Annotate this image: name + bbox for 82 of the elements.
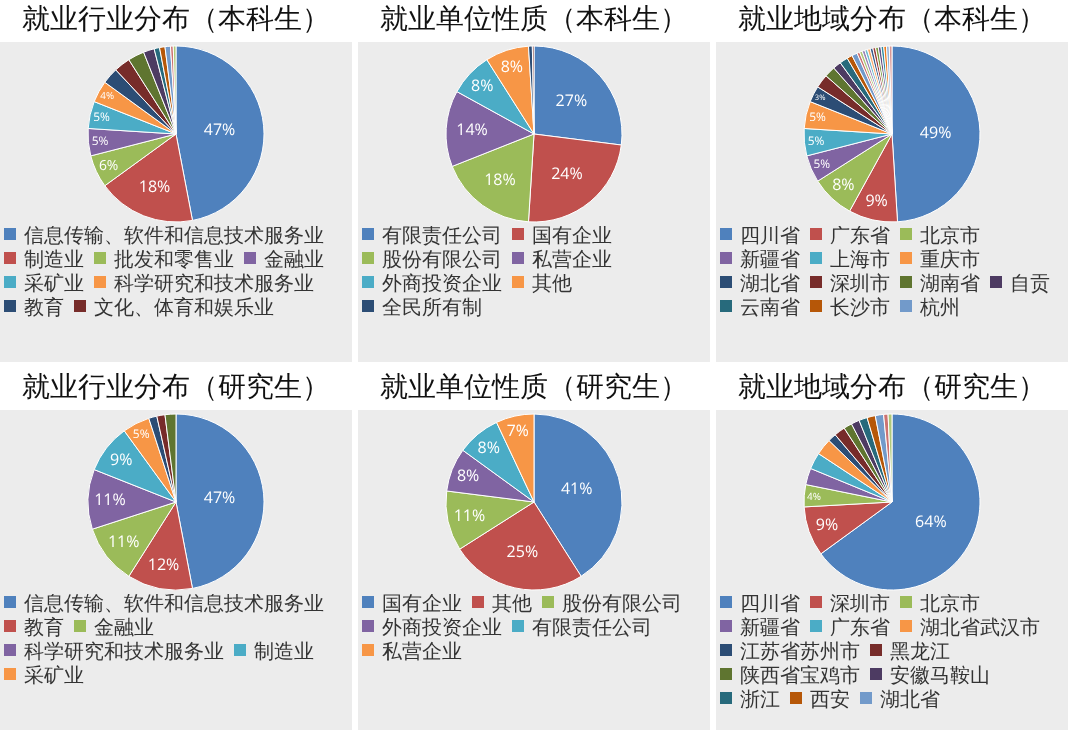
legend-label: 金融业: [94, 618, 154, 640]
legend-label: 江苏省苏州市: [740, 642, 860, 664]
data-label: 18%: [138, 176, 172, 199]
data-label: 25%: [506, 541, 539, 564]
legend-label: 浙江: [740, 690, 780, 712]
chart-title: 就业地域分布（研究生）: [736, 370, 1048, 408]
legend-label: 股份有限公司: [382, 250, 502, 272]
legend-label: 外商投资企业: [382, 274, 502, 296]
legend-label: 西安: [810, 690, 850, 712]
legend-label: 全民所有制: [382, 298, 482, 320]
legend-label: 新疆省: [740, 618, 800, 640]
legend-label: 陕西省宝鸡市: [740, 666, 860, 688]
legend-label: 湖北省武汉市: [920, 618, 1040, 640]
legend-label: 制造业: [254, 642, 314, 664]
data-label: 11%: [94, 488, 127, 511]
legend-label: 上海市: [830, 250, 890, 272]
legend-label: 广东省: [830, 618, 890, 640]
legend-label: 云南省: [740, 298, 800, 320]
legend-label: 湖南省: [920, 274, 980, 296]
chart-title: 就业单位性质（研究生）: [378, 370, 690, 408]
data-label: 8%: [832, 174, 856, 197]
legend-label: 私营企业: [532, 250, 612, 272]
data-label: 24%: [551, 163, 584, 186]
legend-label: 新疆省: [740, 250, 800, 272]
data-label: 8%: [500, 55, 524, 78]
legend-label: 杭州: [920, 298, 960, 320]
chart-title: 就业单位性质（本科生）: [378, 2, 690, 40]
data-label: 12%: [147, 554, 181, 577]
legend-label: 文化、体育和娱乐业: [94, 298, 274, 320]
legend-label: 私营企业: [382, 642, 462, 664]
chart-title: 就业行业分布（研究生）: [20, 370, 332, 408]
legend-label: 四川省: [740, 594, 800, 616]
legend-label: 制造业: [24, 250, 84, 272]
data-label: 27%: [555, 89, 588, 112]
legend-label: 广东省: [830, 226, 890, 248]
legend-label: 有限责任公司: [532, 618, 652, 640]
legend-label: 批发和零售业: [114, 250, 234, 272]
data-label: 49%: [919, 121, 953, 144]
legend-label: 教育: [24, 618, 64, 640]
chart-title: 就业地域分布（本科生）: [736, 2, 1048, 40]
legend-label: 国有企业: [532, 226, 612, 248]
legend-label: 深圳市: [830, 594, 890, 616]
legend-label: 自贡: [1010, 274, 1050, 296]
legend-label: 其他: [532, 274, 572, 296]
legend-label: 安徽马鞍山: [890, 666, 990, 688]
legend-label: 国有企业: [382, 594, 462, 616]
data-label: 9%: [110, 448, 134, 471]
legend-label: 金融业: [264, 250, 324, 272]
legend-label: 北京市: [920, 594, 980, 616]
data-label: 8%: [456, 465, 481, 488]
legend-label: 信息传输、软件和信息技术服务业: [24, 226, 324, 248]
legend-label: 长沙市: [830, 298, 890, 320]
data-label: 64%: [915, 510, 948, 533]
legend-label: 教育: [24, 298, 64, 320]
data-label: 11%: [453, 505, 486, 528]
legend-label: 有限责任公司: [382, 226, 502, 248]
data-label: 8%: [471, 74, 495, 97]
legend-label: 黑龙江: [890, 642, 950, 664]
chart-title: 就业行业分布（本科生）: [20, 2, 332, 40]
legend-label: 股份有限公司: [562, 594, 682, 616]
legend-label: 北京市: [920, 226, 980, 248]
legend-label: 科学研究和技术服务业: [24, 642, 224, 664]
legend-label: 外商投资企业: [382, 618, 502, 640]
legend-label: 其他: [492, 594, 532, 616]
legend-label: 四川省: [740, 226, 800, 248]
legend-label: 深圳市: [830, 274, 890, 296]
legend-label: 采矿业: [24, 274, 84, 296]
data-label: 9%: [865, 190, 889, 213]
data-label: 47%: [203, 118, 237, 141]
legend-label: 采矿业: [24, 666, 84, 688]
legend-label: 重庆市: [920, 250, 980, 272]
legend-label: 信息传输、软件和信息技术服务业: [24, 594, 324, 616]
legend-label: 湖北省: [740, 274, 800, 296]
data-label: 41%: [560, 478, 594, 501]
data-label: 9%: [815, 514, 839, 537]
data-label: 8%: [477, 436, 501, 459]
data-label: 47%: [203, 486, 237, 509]
data-label: 14%: [456, 119, 489, 142]
data-label: 18%: [484, 169, 517, 192]
legend-label: 湖北省: [880, 690, 940, 712]
data-label: 11%: [107, 531, 141, 554]
legend-label: 科学研究和技术服务业: [114, 274, 314, 296]
